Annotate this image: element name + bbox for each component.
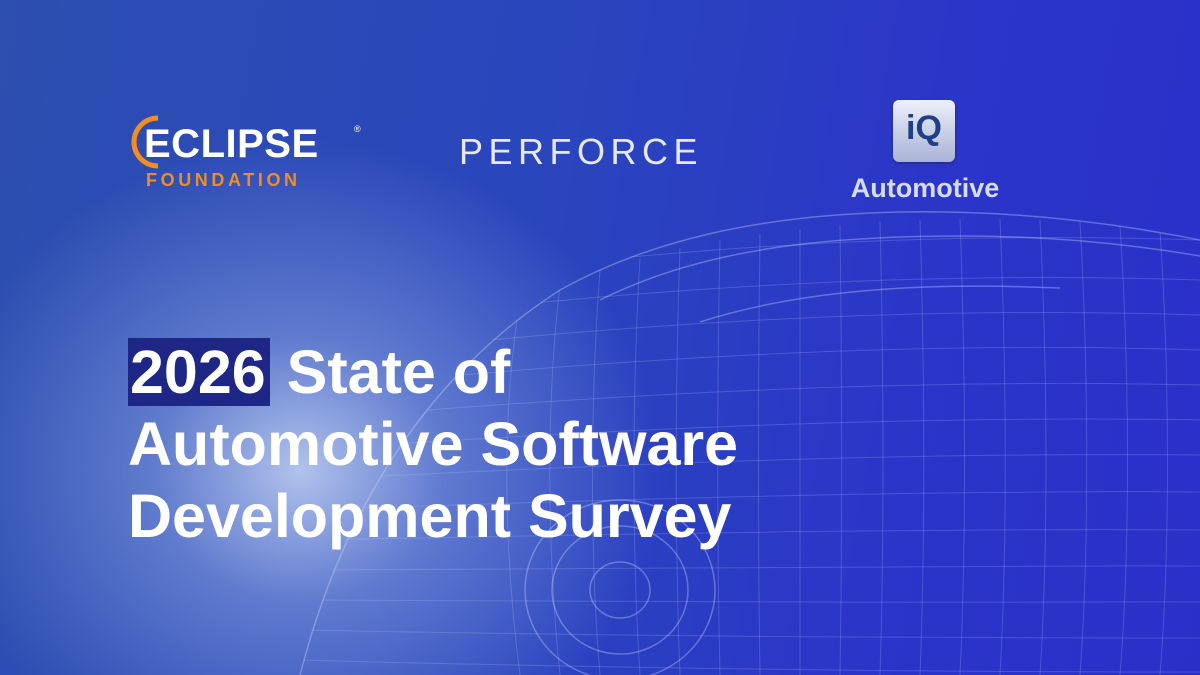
headline-line-3: Development Survey: [128, 482, 732, 550]
iq-logo-label: Automotive: [850, 173, 1000, 203]
eclipse-arc-icon: [131, 115, 159, 169]
iq-automotive-logo: iQ Automotive: [845, 100, 1005, 210]
iq-badge-text: iQ: [906, 109, 942, 147]
eclipse-foundation-logo: ECLIPSE ® FOUNDATION: [124, 112, 374, 192]
eclipse-logo-subtitle: FOUNDATION: [146, 170, 301, 190]
registered-mark: ®: [354, 124, 361, 134]
headline-line-1-rest: State of: [269, 338, 511, 406]
perforce-logo: PERFORCE: [459, 131, 704, 172]
headline-year: 2026: [128, 338, 270, 406]
iq-badge: iQ: [893, 100, 955, 162]
survey-headline: 2026 State of Automotive Software Develo…: [128, 336, 888, 552]
eclipse-logo-word: ECLIPSE: [144, 122, 319, 166]
headline-line-1: 2026 State of: [128, 336, 888, 408]
headline-line-2: Automotive Software: [128, 410, 739, 478]
